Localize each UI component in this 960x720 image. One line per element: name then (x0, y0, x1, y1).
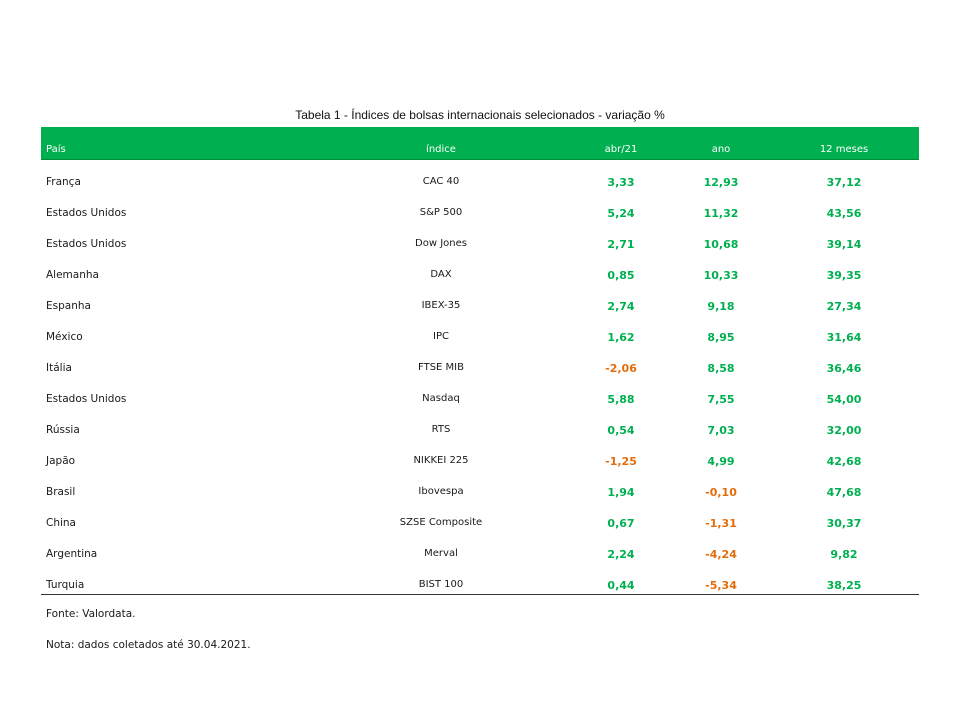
header-abr: abr/21 (604, 144, 638, 155)
cell-12-meses: 43,56 (826, 207, 862, 220)
table-row: Alemanha DAX 0,85 10,33 39,35 (41, 257, 919, 288)
cell-pais: Estados Unidos (46, 393, 127, 405)
cell-ano: -5,34 (705, 579, 737, 592)
cell-abr: 5,24 (607, 207, 635, 220)
table-header: País índice abr/21 ano 12 meses (41, 127, 919, 160)
table-row: Estados Unidos Dow Jones 2,71 10,68 39,14 (41, 226, 919, 257)
cell-abr: 2,24 (607, 548, 635, 561)
header-12-meses: 12 meses (819, 144, 869, 155)
cell-abr: -1,25 (605, 455, 637, 468)
cell-pais: Argentina (46, 548, 98, 560)
cell-12-meses: 38,25 (826, 579, 862, 592)
cell-abr: 2,71 (607, 238, 635, 251)
header-ano: ano (711, 144, 731, 155)
cell-ano: 10,68 (703, 238, 739, 251)
cell-pais: Alemanha (46, 269, 99, 281)
source-note: Fonte: Valordata. (46, 608, 136, 620)
cell-indice: Merval (424, 548, 458, 559)
header-indice: índice (426, 144, 456, 155)
cell-ano: 8,95 (707, 331, 735, 344)
table-row: México IPC 1,62 8,95 31,64 (41, 319, 919, 350)
cell-ano: 7,03 (707, 424, 735, 437)
cell-indice: S&P 500 (419, 207, 463, 218)
cell-indice: NIKKEI 225 (413, 455, 469, 466)
cell-indice: RTS (431, 424, 451, 435)
cell-12-meses: 9,82 (830, 548, 858, 561)
cell-indice: IPC (433, 331, 449, 342)
cell-ano: -1,31 (705, 517, 737, 530)
cell-12-meses: 39,35 (826, 269, 862, 282)
table-row: Estados Unidos S&P 500 5,24 11,32 43,56 (41, 195, 919, 226)
table-row: Rússia RTS 0,54 7,03 32,00 (41, 412, 919, 443)
cell-abr: 3,33 (607, 176, 635, 189)
table-row: Turquia BIST 100 0,44 -5,34 38,25 (41, 567, 919, 598)
cell-12-meses: 37,12 (826, 176, 862, 189)
cell-ano: 12,93 (703, 176, 739, 189)
cell-12-meses: 30,37 (826, 517, 862, 530)
cell-ano: 7,55 (707, 393, 735, 406)
table-row: China SZSE Composite 0,67 -1,31 30,37 (41, 505, 919, 536)
cell-ano: 9,18 (707, 300, 735, 313)
cell-abr: 5,88 (607, 393, 635, 406)
cell-abr: 2,74 (607, 300, 635, 313)
cell-indice: BIST 100 (418, 579, 464, 590)
table-bottom-rule (41, 594, 919, 595)
cell-indice: SZSE Composite (399, 517, 483, 528)
cell-pais: Japão (46, 455, 76, 467)
cell-ano: -4,24 (705, 548, 737, 561)
table-row: Espanha IBEX-35 2,74 9,18 27,34 (41, 288, 919, 319)
cell-indice: Ibovespa (418, 486, 464, 497)
cell-pais: Itália (46, 362, 72, 374)
table-row: França CAC 40 3,33 12,93 37,12 (41, 164, 919, 195)
cell-abr: 0,67 (607, 517, 635, 530)
cell-abr: -2,06 (605, 362, 637, 375)
cell-indice: DAX (430, 269, 452, 280)
cell-indice: Nasdaq (422, 393, 460, 404)
cell-12-meses: 32,00 (826, 424, 862, 437)
data-note: Nota: dados coletados até 30.04.2021. (46, 639, 251, 651)
cell-ano: 10,33 (703, 269, 739, 282)
cell-ano: 11,32 (703, 207, 739, 220)
cell-pais: França (46, 176, 81, 188)
cell-indice: Dow Jones (415, 238, 467, 249)
cell-12-meses: 42,68 (826, 455, 862, 468)
cell-12-meses: 54,00 (826, 393, 862, 406)
cell-pais: Espanha (46, 300, 91, 312)
cell-pais: México (46, 331, 83, 343)
table-title: Tabela 1 - Índices de bolsas internacion… (295, 108, 665, 122)
cell-pais: Turquia (46, 579, 85, 591)
header-pais: País (46, 144, 66, 155)
cell-pais: Estados Unidos (46, 238, 127, 250)
cell-pais: Rússia (46, 424, 80, 436)
cell-pais: China (46, 517, 76, 529)
cell-ano: 8,58 (707, 362, 735, 375)
cell-12-meses: 27,34 (826, 300, 862, 313)
cell-12-meses: 31,64 (826, 331, 862, 344)
table-row: Estados Unidos Nasdaq 5,88 7,55 54,00 (41, 381, 919, 412)
cell-abr: 1,94 (607, 486, 635, 499)
cell-abr: 0,44 (607, 579, 635, 592)
indices-table: País índice abr/21 ano 12 meses França CA… (41, 127, 919, 595)
cell-12-meses: 36,46 (826, 362, 862, 375)
cell-indice: IBEX-35 (421, 300, 461, 311)
cell-12-meses: 47,68 (826, 486, 862, 499)
cell-ano: 4,99 (707, 455, 735, 468)
table-row: Brasil Ibovespa 1,94 -0,10 47,68 (41, 474, 919, 505)
cell-12-meses: 39,14 (826, 238, 862, 251)
table-row: Japão NIKKEI 225 -1,25 4,99 42,68 (41, 443, 919, 474)
cell-abr: 1,62 (607, 331, 635, 344)
cell-pais: Brasil (46, 486, 76, 498)
cell-ano: -0,10 (705, 486, 737, 499)
cell-abr: 0,54 (607, 424, 635, 437)
table-row: Argentina Merval 2,24 -4,24 9,82 (41, 536, 919, 567)
cell-indice: FTSE MIB (418, 362, 464, 373)
cell-pais: Estados Unidos (46, 207, 127, 219)
cell-abr: 0,85 (607, 269, 635, 282)
table-row: Itália FTSE MIB -2,06 8,58 36,46 (41, 350, 919, 381)
table-body: França CAC 40 3,33 12,93 37,12 Estados Unidos… (41, 164, 919, 598)
cell-indice: CAC 40 (422, 176, 460, 187)
